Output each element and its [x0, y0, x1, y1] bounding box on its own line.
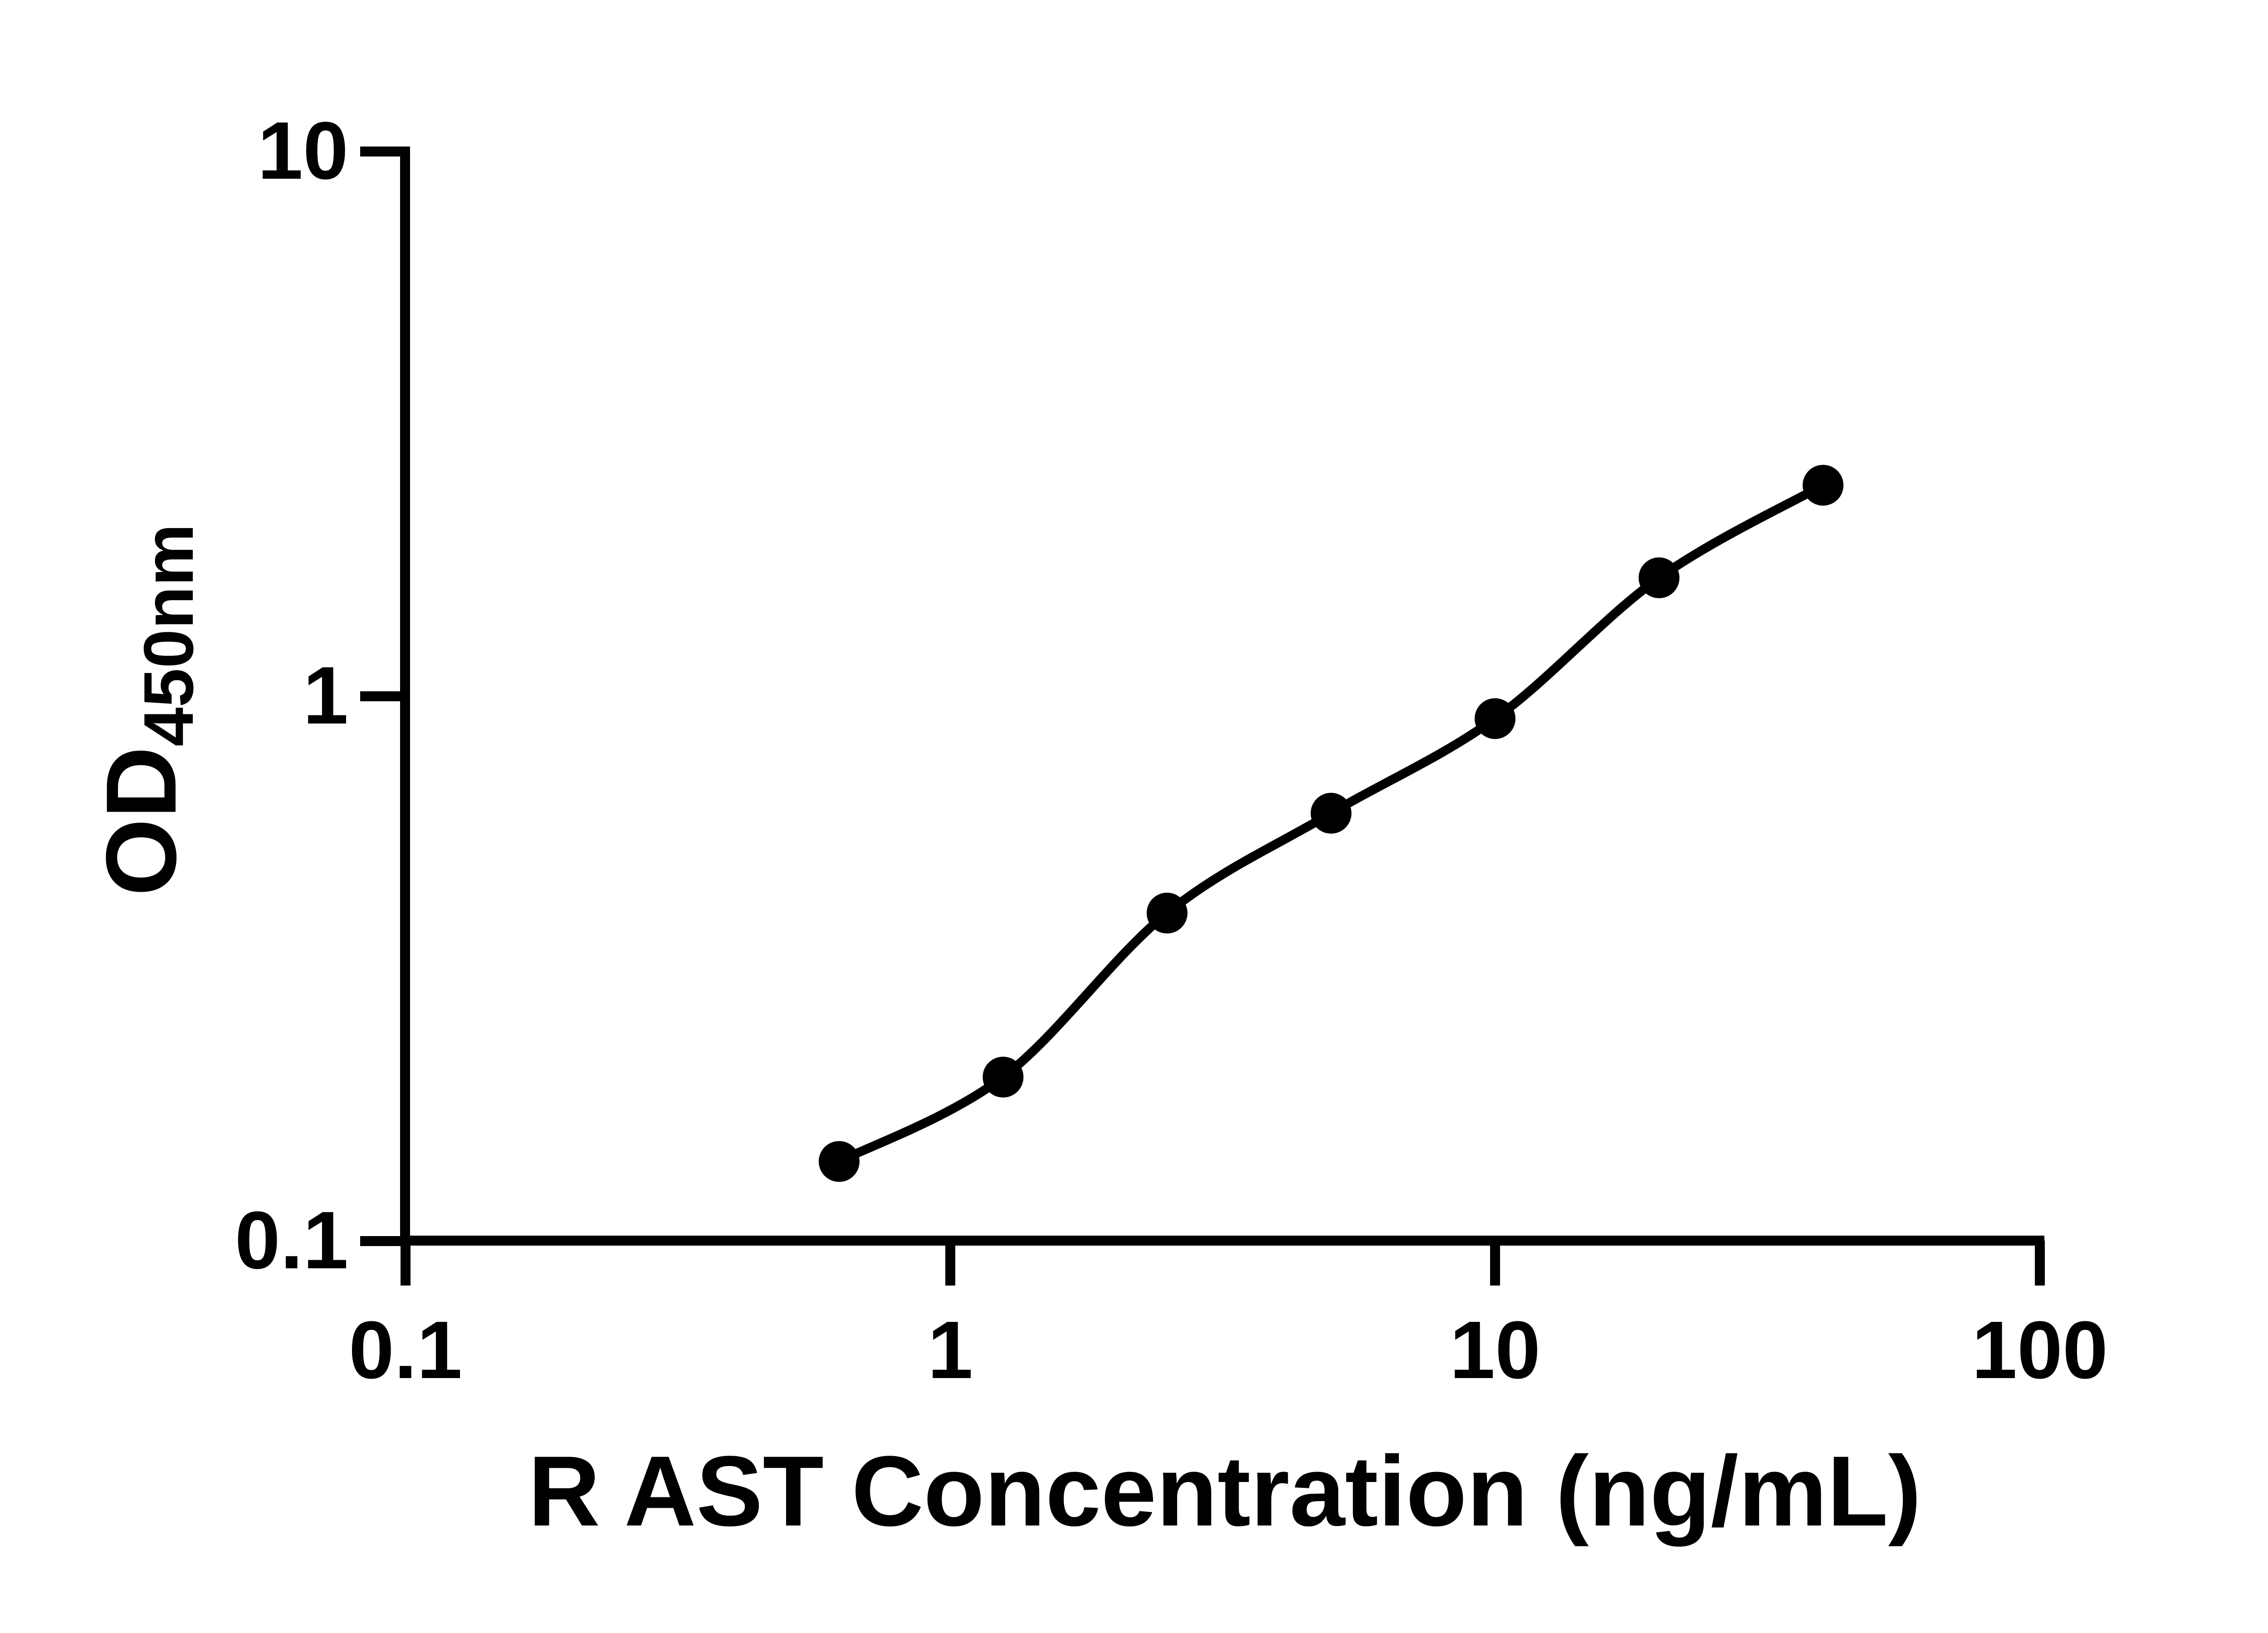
y-axis-title-main: OD: [85, 747, 197, 896]
axes: 0.1 1 10 0.1 1 10 100: [235, 105, 2108, 1396]
data-point: [818, 1141, 860, 1182]
x-tick-label: 1: [928, 1305, 973, 1396]
data-point: [1146, 892, 1188, 934]
x-tick-label: 0.1: [349, 1305, 462, 1396]
data-point: [1475, 698, 1515, 739]
x-axis-title: R AST Concentration (ng/mL): [528, 1435, 1921, 1547]
y-tick-label: 0.1: [235, 1195, 348, 1286]
data-point: [982, 1056, 1024, 1098]
y-tick-label: 10: [258, 105, 348, 196]
y-tick-label: 1: [303, 650, 348, 741]
svg-text:OD450nm: OD450nm: [85, 523, 208, 896]
plot-series: [818, 464, 1844, 1182]
data-point: [1310, 792, 1352, 834]
data-point: [1638, 557, 1680, 598]
data-point: [1803, 464, 1844, 506]
y-axis-title-subscript: 450nm: [129, 523, 208, 746]
x-tick-label: 100: [1972, 1305, 2108, 1396]
y-axis-title: OD450nm: [85, 523, 208, 896]
x-tick-label: 10: [1450, 1305, 1540, 1396]
